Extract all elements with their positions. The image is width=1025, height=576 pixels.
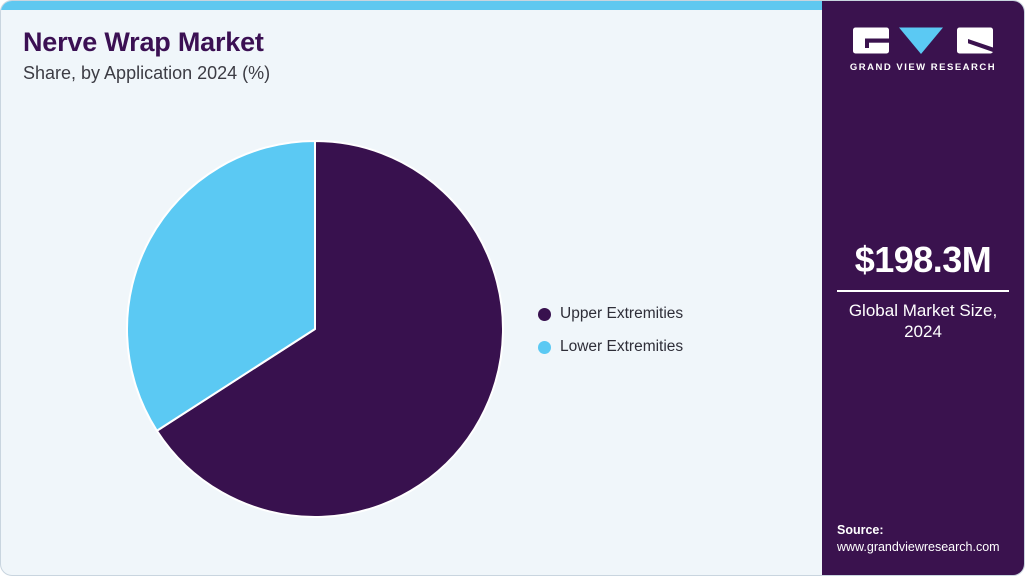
page-subtitle: Share, by Application 2024 (%) [23, 63, 271, 84]
page-title: Nerve Wrap Market [23, 27, 264, 57]
gvr-logo: GRAND VIEW RESEARCH [822, 27, 1024, 73]
legend-item-upper-extremities: Upper Extremities [538, 304, 683, 324]
legend-label: Lower Extremities [560, 338, 684, 355]
pie-slice-lower-extremities [126, 140, 316, 432]
source-label: Source: [837, 523, 884, 538]
market-size-block: $198.3M Global Market Size, 2024 [822, 239, 1024, 343]
source-url: www.grandviewresearch.com [837, 540, 1000, 555]
gvr-logo-icon [853, 27, 993, 54]
market-size-label: Global Market Size, 2024 [822, 300, 1024, 343]
pie-slice-upper-extremities [155, 140, 504, 518]
legend-swatch-upper-extremities-icon [538, 307, 551, 321]
chart-header: Nerve Wrap Market Share, by Application … [23, 27, 270, 84]
market-size-divider [837, 290, 1009, 292]
chart-legend: Upper Extremities Lower Extremities [538, 304, 683, 370]
source-block: Source: www.grandviewresearch.com [837, 522, 1000, 556]
legend-label: Upper Extremities [560, 305, 684, 322]
legend-swatch-lower-extremities-icon [538, 340, 551, 354]
market-size-label-line1: Global Market Size, [848, 301, 998, 320]
brand-sidebar: GRAND VIEW RESEARCH $198.3M Global Marke… [822, 1, 1024, 575]
pie-chart-svg [126, 140, 504, 518]
market-size-value: $198.3M [854, 239, 992, 280]
gvr-logo-wordmark: GRAND VIEW RESEARCH [849, 62, 997, 73]
market-size-label-line2: 2024 [904, 322, 942, 342]
chart-panel: Nerve Wrap Market Share, by Application … [1, 1, 822, 575]
top-accent-bar [1, 1, 822, 10]
pie-chart [120, 134, 510, 524]
legend-item-lower-extremities: Lower Extremities [538, 337, 683, 357]
